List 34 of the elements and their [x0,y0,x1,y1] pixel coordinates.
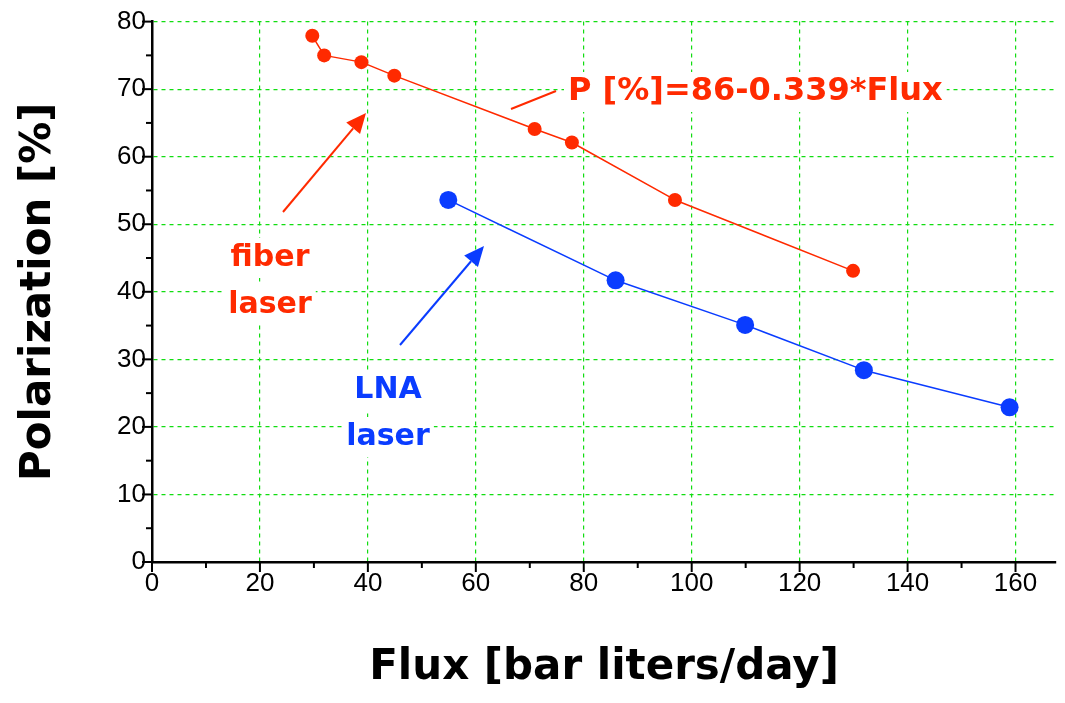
x-tick-label: 60 [461,566,491,597]
point [354,55,369,70]
x-tick-label: 100 [670,566,714,597]
y-axis-title: Polarization [%] [11,102,61,482]
x-tick-label: 20 [245,566,275,597]
annotation: P [%]=86-0.339*Flux [568,70,944,109]
x-tick-label: 80 [569,566,599,597]
y-tick-label: 80 [117,4,146,35]
y-tick-label: 30 [117,342,146,373]
x-tick-label: 40 [353,566,383,597]
point [305,28,320,43]
y-tick-label: 40 [117,274,146,305]
point [387,68,402,83]
point [667,192,682,207]
y-tick-label: 60 [117,139,146,170]
x-tick-label: 160 [993,566,1038,597]
point [736,315,755,334]
y-tick-label: 10 [117,477,146,508]
point [854,361,873,380]
point [564,135,579,150]
point [1000,398,1019,417]
text: fiber laser [228,237,312,320]
x-tick-label: 120 [777,566,822,597]
point [606,271,625,290]
point [527,122,542,137]
y-tick-label: 20 [117,410,146,441]
y-tick-label: 50 [117,207,146,238]
point [439,190,458,209]
x-tick-label: 140 [885,566,930,597]
point [317,48,332,63]
y-tick-label: 70 [117,72,146,103]
point [846,263,861,278]
x-axis-title: Flux [bar liters/day] [369,639,839,689]
text: LNA laser [346,369,430,452]
